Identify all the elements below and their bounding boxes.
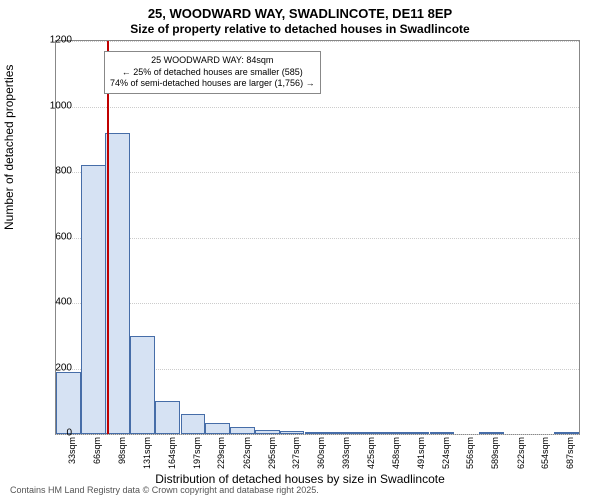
- histogram-bar: [56, 372, 81, 434]
- gridline: [56, 238, 579, 239]
- chart-container: 25, WOODWARD WAY, SWADLINCOTE, DE11 8EP …: [0, 0, 600, 500]
- y-tick-label: 800: [42, 166, 72, 177]
- histogram-bar: [205, 423, 230, 434]
- x-tick-label: 131sqm: [142, 437, 152, 469]
- histogram-bar: [479, 432, 504, 434]
- x-tick-label: 262sqm: [242, 437, 252, 469]
- chart-title-line2: Size of property relative to detached ho…: [0, 22, 600, 36]
- y-tick-label: 400: [42, 297, 72, 308]
- histogram-bar: [280, 431, 305, 434]
- gridline: [56, 41, 579, 42]
- histogram-bar: [181, 414, 206, 434]
- x-tick-label: 425sqm: [366, 437, 376, 469]
- histogram-bar: [430, 432, 455, 434]
- histogram-bar: [379, 432, 404, 434]
- marker-line: [107, 41, 109, 434]
- histogram-bar: [305, 432, 330, 434]
- x-axis-label: Distribution of detached houses by size …: [0, 472, 600, 486]
- x-tick-label: 524sqm: [441, 437, 451, 469]
- x-tick-label: 295sqm: [267, 437, 277, 469]
- y-tick-label: 1200: [42, 35, 72, 46]
- x-tick-label: 197sqm: [192, 437, 202, 469]
- annotation-line: ← 25% of detached houses are smaller (58…: [110, 67, 315, 79]
- annotation-box: 25 WOODWARD WAY: 84sqm← 25% of detached …: [104, 51, 321, 94]
- y-tick-label: 600: [42, 231, 72, 242]
- x-tick-label: 98sqm: [117, 437, 127, 464]
- histogram-bar: [130, 336, 155, 434]
- gridline: [56, 303, 579, 304]
- chart-title-line1: 25, WOODWARD WAY, SWADLINCOTE, DE11 8EP: [0, 6, 600, 21]
- footer-line1: Contains HM Land Registry data © Crown c…: [10, 485, 319, 495]
- annotation-line: 74% of semi-detached houses are larger (…: [110, 78, 315, 90]
- x-tick-label: 654sqm: [540, 437, 550, 469]
- x-tick-label: 458sqm: [391, 437, 401, 469]
- gridline: [56, 172, 579, 173]
- x-tick-label: 164sqm: [167, 437, 177, 469]
- histogram-bar: [354, 432, 379, 434]
- y-tick-label: 1000: [42, 100, 72, 111]
- x-tick-label: 393sqm: [341, 437, 351, 469]
- y-tick-label: 0: [42, 428, 72, 439]
- histogram-bar: [330, 432, 355, 434]
- y-tick-label: 200: [42, 362, 72, 373]
- histogram-bar: [255, 430, 280, 434]
- histogram-bar: [404, 432, 429, 434]
- histogram-bar: [155, 401, 180, 434]
- x-tick-label: 556sqm: [465, 437, 475, 469]
- gridline: [56, 107, 579, 108]
- x-tick-label: 360sqm: [316, 437, 326, 469]
- y-axis-label: Number of detached properties: [2, 65, 16, 230]
- annotation-line: 25 WOODWARD WAY: 84sqm: [110, 55, 315, 67]
- gridline: [56, 434, 579, 435]
- x-tick-label: 622sqm: [516, 437, 526, 469]
- x-tick-label: 491sqm: [416, 437, 426, 469]
- x-tick-label: 327sqm: [291, 437, 301, 469]
- histogram-bar: [554, 432, 579, 434]
- x-tick-label: 589sqm: [490, 437, 500, 469]
- plot-area: 25 WOODWARD WAY: 84sqm← 25% of detached …: [55, 40, 580, 435]
- histogram-bar: [230, 427, 255, 434]
- x-tick-label: 33sqm: [67, 437, 77, 464]
- x-tick-label: 687sqm: [565, 437, 575, 469]
- x-tick-label: 229sqm: [216, 437, 226, 469]
- histogram-bar: [81, 165, 106, 434]
- x-tick-label: 66sqm: [92, 437, 102, 464]
